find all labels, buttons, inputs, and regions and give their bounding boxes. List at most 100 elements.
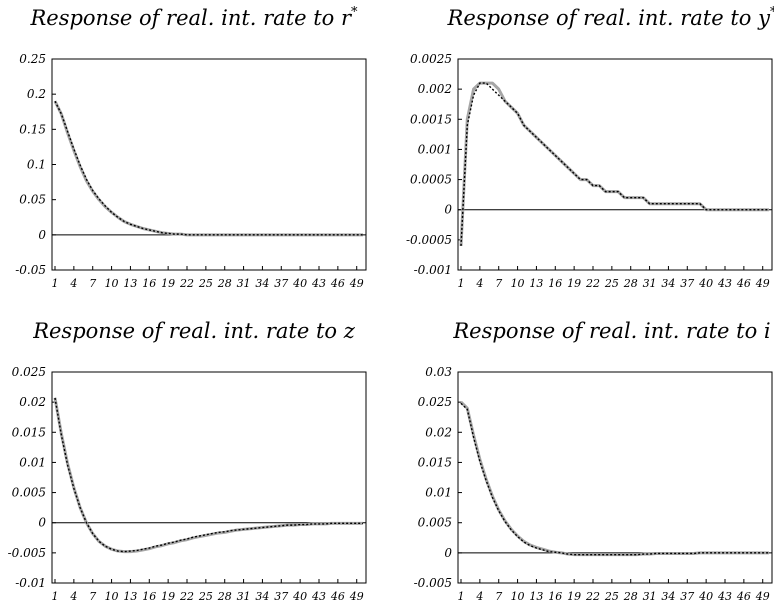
x-tick-label: 10	[105, 277, 119, 290]
y-tick-label: 0.015	[418, 455, 452, 469]
x-tick-label: 4	[475, 277, 483, 290]
x-tick-label: 1	[458, 590, 465, 603]
chart-title-1: Response of real. int. rate to r*	[29, 5, 358, 30]
x-tick-label: 49	[755, 277, 770, 290]
x-tick-label: 22	[585, 277, 600, 290]
y-tick-label: 0.03	[425, 365, 452, 379]
y-tick-label: 0.025	[418, 395, 452, 409]
x-tick-label: 16	[548, 590, 562, 603]
series-line-1	[53, 100, 363, 237]
x-tick-label: 7	[89, 590, 96, 603]
x-tick-label: 25	[198, 277, 213, 290]
series-line-1	[459, 81, 769, 246]
y-tick-label: 0.2	[27, 87, 46, 101]
x-tick-label: 28	[623, 277, 638, 290]
chart-panel-3: Response of real. int. rate to z 0.025 0.0…	[8, 319, 367, 603]
x-tick-label: 34	[661, 590, 675, 603]
x-tick-label: 46	[736, 277, 751, 290]
y-tick-label: 0.02	[425, 425, 452, 439]
y-tick-label: -0.001	[414, 263, 452, 277]
plot-frame	[457, 58, 773, 271]
chart-title-4: Response of real. int. rate to i	[452, 319, 770, 343]
x-tick-label: 46	[330, 590, 345, 603]
x-tick-label: 28	[623, 590, 638, 603]
x-tick-label: 19	[567, 277, 581, 290]
x-tick-label: 7	[495, 590, 502, 603]
x-tick-label: 16	[142, 590, 156, 603]
x-tick-label: 10	[511, 590, 525, 603]
chart-title-text: Response of real. int. rate to y	[447, 6, 772, 30]
x-tick-label: 28	[217, 277, 232, 290]
x-tick-label: 40	[698, 590, 713, 603]
x-tick-label: 10	[511, 277, 525, 290]
x-tick-label: 37	[274, 590, 288, 603]
y-tick-label: 0.02	[19, 395, 46, 409]
x-tick-label: 43	[717, 277, 732, 290]
chart-panel-4: Response of real. int. rate to i 0.03 0.02…	[414, 319, 773, 603]
x-tick-label: 28	[217, 590, 232, 603]
x-tick-label: 43	[311, 590, 326, 603]
x-tick-label: 49	[349, 277, 364, 290]
chart-title-text: Response of real. int. rate to z	[32, 319, 356, 343]
x-tick-label: 34	[255, 590, 269, 603]
plot-frame	[51, 371, 367, 584]
y-tick-label: 0.0015	[410, 112, 452, 126]
x-tick-label: 1	[52, 590, 59, 603]
series-line-2	[460, 402, 769, 556]
x-tick-label: 49	[755, 590, 770, 603]
x-tick-label: 25	[604, 277, 619, 290]
series-line-2	[54, 100, 363, 236]
x-tick-label: 40	[292, 590, 307, 603]
y-tick-label: 0.001	[418, 142, 452, 156]
y-tick-label: 0.01	[19, 455, 46, 469]
x-tick-label: 46	[330, 277, 345, 290]
y-tick-label: 0.05	[19, 193, 46, 207]
y-tick-label: 0.0025	[410, 52, 452, 66]
x-tick-label: 4	[475, 590, 483, 603]
x-tick-label: 1	[458, 277, 465, 290]
y-tick-label: -0.05	[15, 263, 46, 277]
series-line-1	[459, 401, 769, 557]
y-tick-label: -0.0005	[406, 233, 452, 247]
x-tick-label: 7	[495, 277, 502, 290]
x-tick-label: 40	[292, 277, 307, 290]
x-tick-label: 4	[69, 277, 77, 290]
x-tick-label: 16	[142, 277, 156, 290]
series-line-2	[54, 397, 363, 553]
x-tick-label: 37	[274, 277, 288, 290]
x-tick-label: 13	[529, 590, 543, 603]
series-line-1	[53, 397, 363, 554]
x-tick-label: 19	[161, 277, 175, 290]
series-line-2	[460, 82, 769, 246]
x-tick-label: 7	[89, 277, 96, 290]
y-tick-label: -0.01	[15, 576, 46, 590]
y-tick-label: -0.005	[8, 546, 46, 560]
chart-title-text: Response of real. int. rate to r	[29, 6, 353, 30]
y-tick-label: -0.005	[414, 576, 452, 590]
x-tick-label: 22	[585, 590, 600, 603]
x-tick-label: 22	[179, 590, 194, 603]
x-tick-label: 37	[680, 277, 694, 290]
x-tick-label: 19	[567, 590, 581, 603]
x-tick-label: 13	[123, 590, 137, 603]
x-tick-label: 19	[161, 590, 175, 603]
y-tick-label: 0.002	[418, 82, 452, 96]
x-tick-label: 31	[643, 590, 657, 603]
y-tick-label: 0.15	[19, 122, 46, 136]
chart-title-3: Response of real. int. rate to z	[32, 319, 356, 343]
chart-title-text: Response of real. int. rate to i	[452, 319, 770, 343]
y-tick-label: 0	[444, 203, 452, 217]
chart-panel-1: Response of real. int. rate to r* 0.25 0.2…	[15, 5, 367, 290]
y-tick-label: 0.25	[19, 52, 46, 66]
x-tick-label: 10	[105, 590, 119, 603]
x-tick-label: 13	[123, 277, 137, 290]
y-tick-label: 0.005	[12, 486, 46, 500]
x-tick-label: 43	[717, 590, 732, 603]
y-tick-label: 0.005	[418, 516, 452, 530]
x-tick-label: 22	[179, 277, 194, 290]
x-tick-label: 34	[661, 277, 675, 290]
x-tick-label: 34	[255, 277, 269, 290]
x-tick-label: 25	[604, 590, 619, 603]
y-tick-label: 0	[38, 228, 46, 242]
